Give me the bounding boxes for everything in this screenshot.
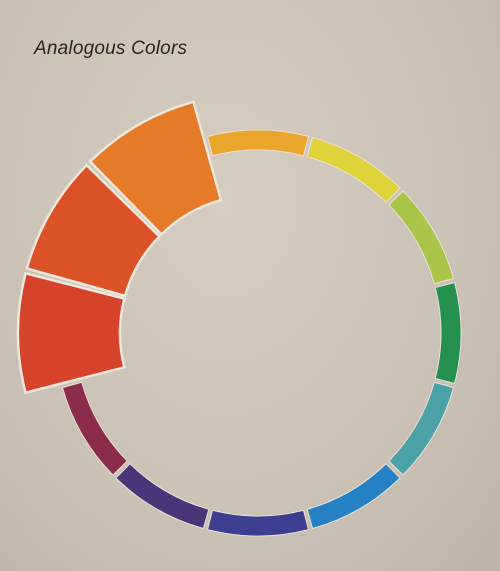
violet-segment (115, 463, 210, 530)
green-segment (434, 281, 462, 385)
orange-red-segment (25, 163, 162, 298)
red-orange-segment (16, 271, 126, 395)
blue-violet-segment (206, 509, 310, 537)
blue-green-segment (388, 381, 455, 476)
red-violet-segment (61, 381, 128, 476)
page-title: Analogous Colors (34, 38, 188, 59)
yellow-green-segment (388, 190, 455, 285)
orange-segment (88, 100, 223, 237)
yellow-segment (306, 136, 401, 203)
blue-segment (306, 463, 401, 530)
yellow-orange-segment (206, 129, 310, 157)
